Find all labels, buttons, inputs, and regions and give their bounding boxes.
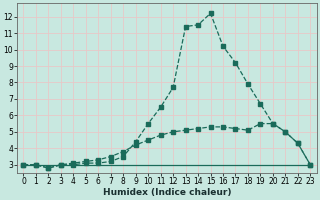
X-axis label: Humidex (Indice chaleur): Humidex (Indice chaleur) bbox=[103, 188, 231, 197]
